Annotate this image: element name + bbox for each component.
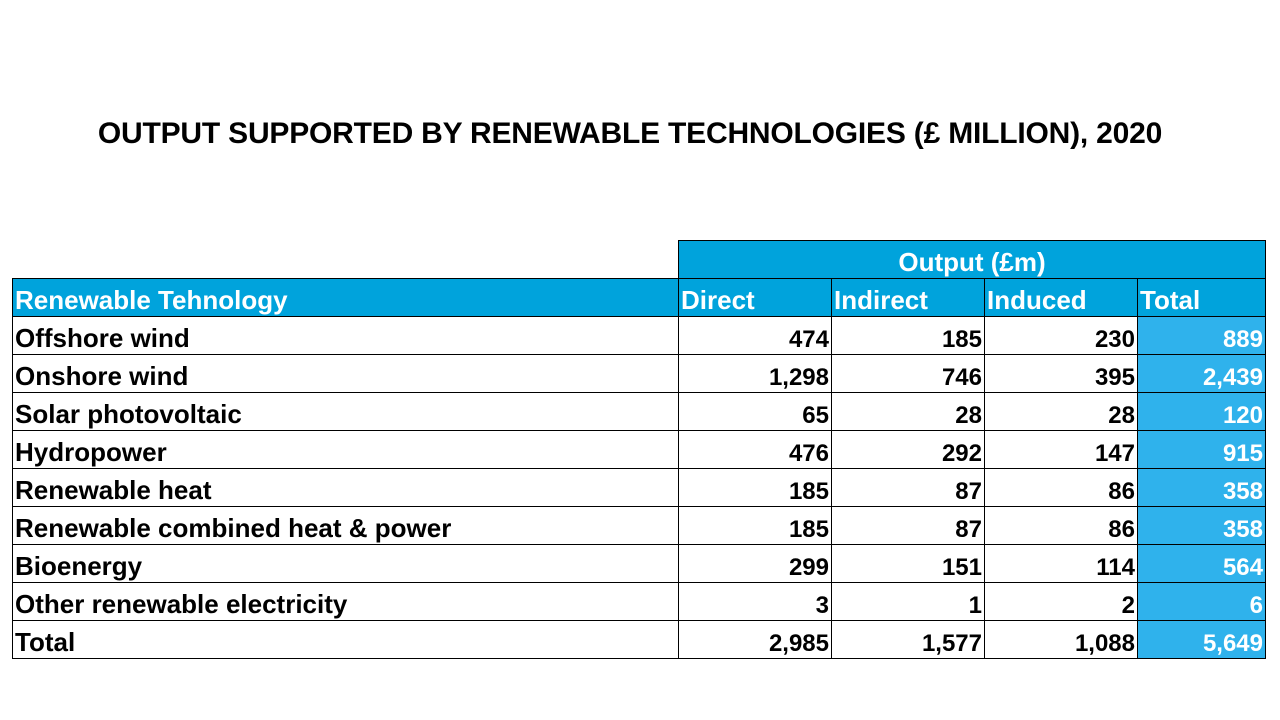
induced-cell: 147 <box>984 430 1138 469</box>
direct-cell: 65 <box>678 392 832 431</box>
total-cell: 120 <box>1137 392 1266 431</box>
indirect-cell: 1 <box>831 582 985 621</box>
table-row: Renewable combined heat & power 185 87 8… <box>12 506 1266 545</box>
row-label: Renewable combined heat & power <box>12 506 679 545</box>
table-row: Other renewable electricity 3 1 2 6 <box>12 582 1266 621</box>
direct-cell: 474 <box>678 316 832 355</box>
induced-cell: 2 <box>984 582 1138 621</box>
grand-total-cell: 5,649 <box>1137 620 1266 659</box>
induced-cell: 230 <box>984 316 1138 355</box>
direct-cell: 1,298 <box>678 354 832 393</box>
column-header-direct: Direct <box>678 278 832 317</box>
table-row: Hydropower 476 292 147 915 <box>12 430 1266 469</box>
slide-title: OUTPUT SUPPORTED BY RENEWABLE TECHNOLOGI… <box>97 117 1163 150</box>
row-label: Bioenergy <box>12 544 679 583</box>
direct-cell: 299 <box>678 544 832 583</box>
output-table: Output (£m) Renewable Tehnology Direct I… <box>12 240 1266 659</box>
total-cell: 564 <box>1137 544 1266 583</box>
indirect-cell: 87 <box>831 506 985 545</box>
row-label: Hydropower <box>12 430 679 469</box>
table-row: Renewable heat 185 87 86 358 <box>12 468 1266 507</box>
direct-total-cell: 2,985 <box>678 620 832 659</box>
indirect-cell: 151 <box>831 544 985 583</box>
column-header-total: Total <box>1137 278 1266 317</box>
indirect-cell: 746 <box>831 354 985 393</box>
table-row: Offshore wind 474 185 230 889 <box>12 316 1266 355</box>
row-label: Solar photovoltaic <box>12 392 679 431</box>
induced-cell: 114 <box>984 544 1138 583</box>
total-row: Total 2,985 1,577 1,088 5,649 <box>12 620 1266 659</box>
induced-cell: 86 <box>984 506 1138 545</box>
total-row-label: Total <box>12 620 679 659</box>
indirect-cell: 28 <box>831 392 985 431</box>
indirect-total-cell: 1,577 <box>831 620 985 659</box>
indirect-cell: 185 <box>831 316 985 355</box>
table-row: Onshore wind 1,298 746 395 2,439 <box>12 354 1266 393</box>
column-header-induced: Induced <box>984 278 1138 317</box>
total-cell: 915 <box>1137 430 1266 469</box>
table-row: Bioenergy 299 151 114 564 <box>12 544 1266 583</box>
row-label: Renewable heat <box>12 468 679 507</box>
direct-cell: 185 <box>678 506 832 545</box>
total-cell: 6 <box>1137 582 1266 621</box>
blank-corner-cell <box>12 240 679 279</box>
column-header-indirect: Indirect <box>831 278 985 317</box>
direct-cell: 185 <box>678 468 832 507</box>
column-header-row: Renewable Tehnology Direct Indirect Indu… <box>12 278 1266 317</box>
indirect-cell: 292 <box>831 430 985 469</box>
group-header-row: Output (£m) <box>12 240 1266 279</box>
row-label: Other renewable electricity <box>12 582 679 621</box>
column-header-technology: Renewable Tehnology <box>12 278 679 317</box>
output-group-header: Output (£m) <box>678 240 1266 279</box>
indirect-cell: 87 <box>831 468 985 507</box>
induced-total-cell: 1,088 <box>984 620 1138 659</box>
induced-cell: 28 <box>984 392 1138 431</box>
total-cell: 889 <box>1137 316 1266 355</box>
row-label: Onshore wind <box>12 354 679 393</box>
total-cell: 358 <box>1137 468 1266 507</box>
induced-cell: 86 <box>984 468 1138 507</box>
direct-cell: 3 <box>678 582 832 621</box>
induced-cell: 395 <box>984 354 1138 393</box>
table-row: Solar photovoltaic 65 28 28 120 <box>12 392 1266 431</box>
row-label: Offshore wind <box>12 316 679 355</box>
direct-cell: 476 <box>678 430 832 469</box>
total-cell: 2,439 <box>1137 354 1266 393</box>
total-cell: 358 <box>1137 506 1266 545</box>
